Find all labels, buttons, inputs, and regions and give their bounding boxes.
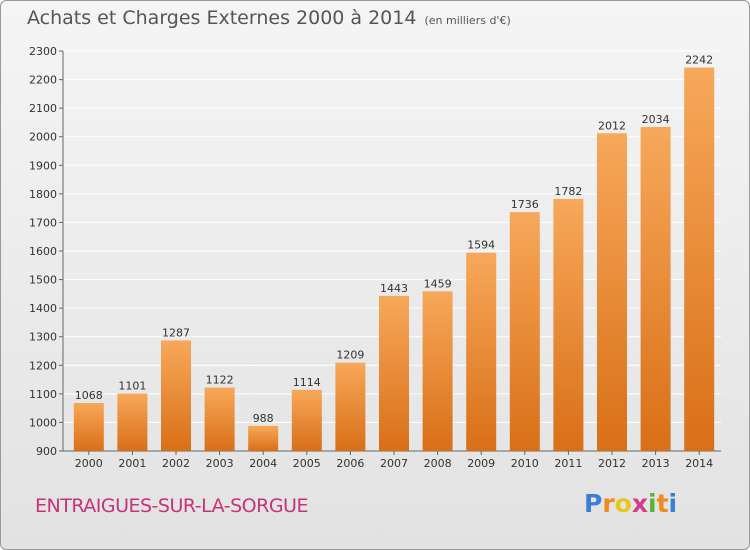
bar — [335, 362, 366, 451]
data-label: 1101 — [118, 380, 146, 393]
bar — [597, 133, 627, 452]
x-tick-label: 2004 — [249, 457, 277, 470]
data-label: 2012 — [598, 119, 626, 132]
data-label: 2034 — [642, 113, 670, 126]
logo-letter: r — [602, 489, 615, 518]
bar — [379, 295, 409, 451]
y-tick-label: 2200 — [29, 74, 57, 87]
logo-letter: i — [668, 489, 678, 518]
x-tick-label: 2001 — [118, 457, 146, 470]
bar — [640, 127, 671, 451]
x-tick-label: 2013 — [642, 457, 670, 470]
x-tick-label: 2000 — [75, 457, 103, 470]
logo-letter: P — [584, 489, 603, 518]
x-tick-label: 2011 — [554, 457, 582, 470]
x-tick-label: 2003 — [206, 457, 234, 470]
y-tick-label: 1100 — [29, 388, 57, 401]
data-label: 1209 — [336, 349, 364, 362]
y-tick-label: 1900 — [29, 159, 57, 172]
data-label: 1736 — [511, 198, 539, 211]
logo-letter: x — [631, 489, 648, 518]
logo-letter: t — [656, 489, 669, 518]
y-tick-label: 900 — [36, 445, 57, 458]
y-tick-label: 2300 — [29, 45, 57, 58]
data-label: 1114 — [293, 376, 321, 389]
commune-name: ENTRAIGUES-SUR-LA-SORGUE — [35, 495, 308, 517]
y-tick-label: 1500 — [29, 274, 57, 287]
x-tick-label: 2008 — [424, 457, 452, 470]
data-label: 1287 — [162, 326, 190, 339]
y-tick-label: 1700 — [29, 216, 57, 229]
bar — [161, 340, 191, 451]
y-tick-label: 1600 — [29, 245, 57, 258]
bar — [248, 425, 279, 451]
chart-subtitle: (en milliers d'€) — [424, 14, 511, 27]
bar — [553, 199, 584, 451]
data-label: 1122 — [206, 374, 234, 387]
y-tick-label: 2000 — [29, 131, 57, 144]
title-text: Achats et Charges Externes 2000 à 2014 — [27, 7, 417, 29]
bar — [291, 389, 322, 451]
x-tick-label: 2010 — [511, 457, 539, 470]
chart-title: Achats et Charges Externes 2000 à 2014 (e… — [27, 7, 511, 29]
x-tick-label: 2006 — [336, 457, 364, 470]
x-tick-label: 2007 — [380, 457, 408, 470]
bars-layer — [73, 67, 715, 452]
x-tick-label: 2009 — [467, 457, 495, 470]
data-label: 1443 — [380, 282, 408, 295]
logo-letter: o — [614, 489, 632, 518]
bar — [466, 252, 497, 451]
bar — [684, 67, 715, 452]
proxiti-logo: Proxiti — [584, 489, 677, 518]
bar — [117, 393, 148, 451]
labels-layer: 900 1000 1100 1200 1300 1400 1500 1600 1700 1800 1… — [29, 45, 713, 470]
data-label: 1459 — [424, 277, 452, 290]
bar — [422, 291, 453, 451]
bar — [204, 387, 235, 451]
x-tick-label: 2012 — [598, 457, 626, 470]
data-label: 1594 — [467, 239, 495, 252]
bar — [73, 403, 104, 451]
bar — [509, 212, 540, 451]
y-tick-label: 1000 — [29, 416, 57, 429]
data-label: 1068 — [75, 389, 103, 402]
y-tick-label: 1300 — [29, 331, 57, 344]
data-label: 988 — [253, 412, 274, 425]
x-tick-label: 2002 — [162, 457, 190, 470]
x-tick-label: 2005 — [293, 457, 321, 470]
y-tick-label: 1800 — [29, 188, 57, 201]
y-tick-label: 2100 — [29, 102, 57, 115]
data-label: 1782 — [554, 185, 582, 198]
y-tick-label: 1200 — [29, 359, 57, 372]
y-tick-label: 1400 — [29, 302, 57, 315]
logo-letter: i — [648, 489, 657, 518]
data-label: 2242 — [685, 54, 713, 67]
x-tick-label: 2014 — [685, 457, 713, 470]
